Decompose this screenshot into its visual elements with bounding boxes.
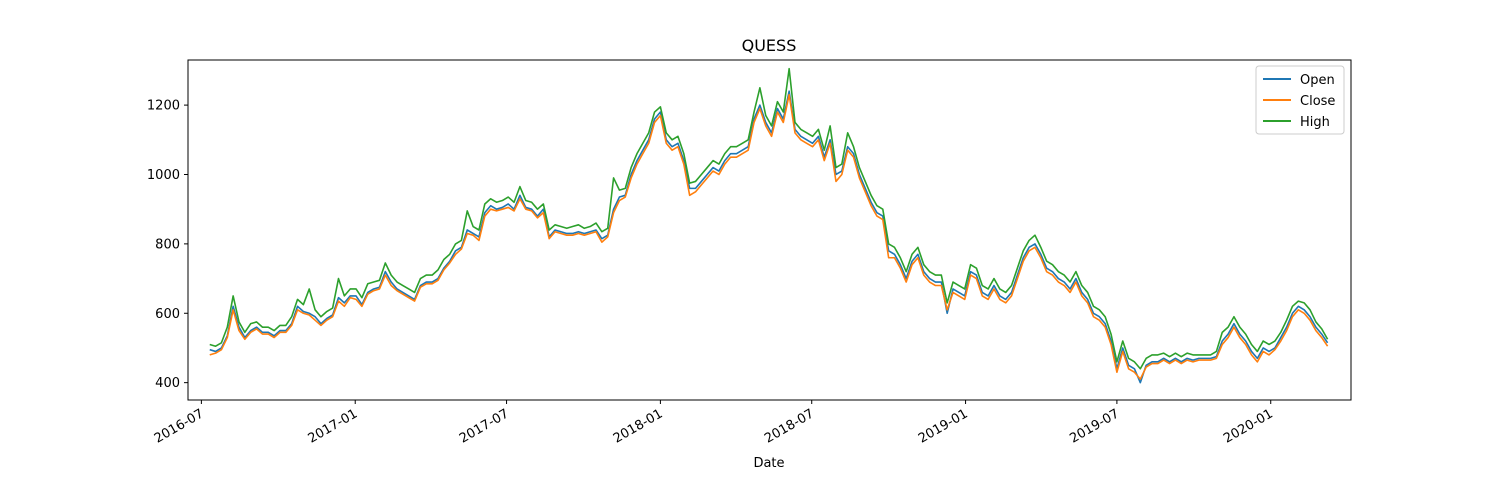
series-line-open — [209, 90, 1329, 384]
y-tick-label: 1000 — [147, 168, 180, 183]
legend-label-close[interactable]: Close — [1300, 94, 1335, 109]
chart-title: QUESS — [742, 36, 797, 55]
y-tick-label: 400 — [155, 376, 180, 391]
legend-box — [1255, 65, 1345, 135]
series-line-close — [209, 93, 1329, 380]
y-tick-label: 600 — [155, 307, 180, 322]
legend-label-high[interactable]: High — [1300, 115, 1330, 130]
x-axis-label: Date — [753, 456, 784, 471]
series-layer — [209, 67, 1329, 384]
y-axis: 400 600 800 1000 1200 — [147, 99, 188, 391]
legend[interactable]: Open Close High — [1255, 65, 1345, 135]
plot-area — [188, 60, 1351, 400]
legend-label-open[interactable]: Open — [1300, 73, 1335, 88]
series-line-high — [209, 67, 1329, 370]
plot-frame — [187, 59, 1352, 401]
y-tick-label: 800 — [155, 237, 180, 252]
y-tick-label: 1200 — [147, 99, 180, 114]
